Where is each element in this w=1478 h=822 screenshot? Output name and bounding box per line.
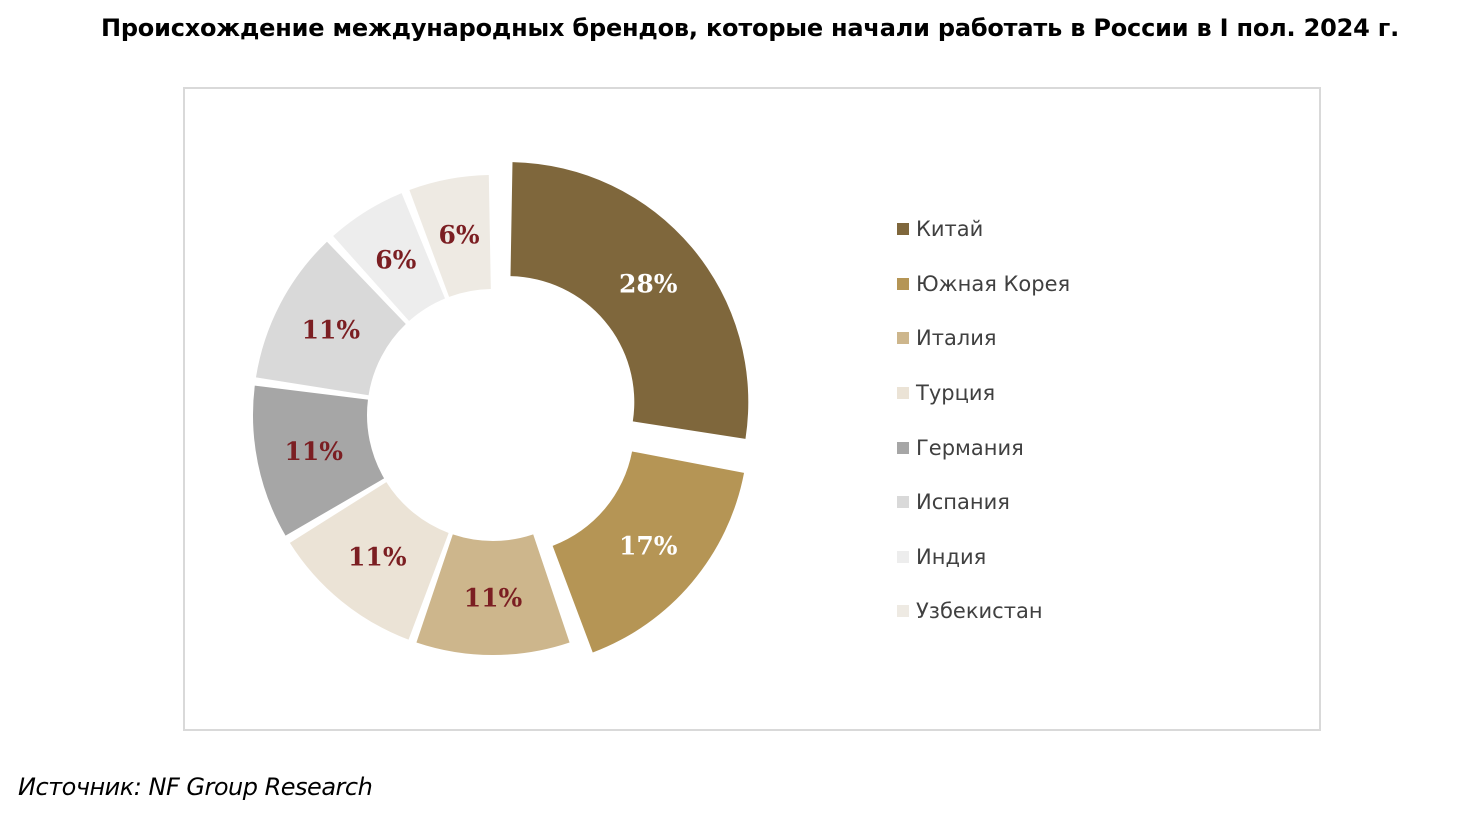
legend-swatch	[897, 223, 909, 236]
donut-slice-8	[409, 175, 491, 297]
legend-label: Узбекистан	[916, 599, 1043, 624]
donut-slice-3	[416, 534, 570, 655]
data-label-6: 11%	[302, 316, 361, 345]
legend-swatch	[897, 605, 909, 618]
legend-label: Китай	[916, 217, 984, 242]
legend-item-1: Китай	[897, 202, 1070, 257]
donut-slice-1	[510, 162, 749, 439]
data-label-1: 28%	[619, 270, 678, 299]
donut-slice-4	[289, 482, 449, 640]
legend-swatch	[897, 332, 909, 345]
legend-item-3: Италия	[897, 311, 1070, 366]
data-label-2: 17%	[619, 531, 678, 560]
legend: Китай Южная Корея Италия Турция Германия Испа…	[897, 202, 1070, 639]
legend-label: Индия	[916, 544, 987, 569]
data-labels: 28% 17% 11% 11% 11% 11% 6% 6%	[284, 221, 677, 613]
donut-slice-7	[333, 193, 446, 322]
data-label-8: 6%	[438, 221, 479, 250]
legend-item-5: Германия	[897, 420, 1070, 475]
legend-swatch	[897, 550, 909, 563]
donut-slice-2	[552, 451, 745, 653]
legend-swatch	[897, 387, 909, 400]
legend-item-4: Турция	[897, 366, 1070, 421]
source-note: Источник: NF Group Research	[18, 773, 373, 801]
legend-label: Турция	[916, 381, 996, 406]
data-label-5: 11%	[284, 437, 343, 466]
donut-slice-6	[255, 241, 406, 396]
legend-swatch	[897, 496, 909, 509]
legend-swatch	[897, 277, 909, 290]
legend-item-8: Узбекистан	[897, 584, 1070, 639]
legend-label: Испания	[916, 490, 1010, 515]
slices	[252, 162, 749, 655]
legend-label: Германия	[916, 435, 1024, 460]
data-label-4: 11%	[348, 542, 407, 571]
data-label-7: 6%	[375, 245, 416, 274]
legend-item-2: Южная Корея	[897, 257, 1070, 312]
legend-label: Южная Корея	[916, 271, 1071, 296]
legend-label: Италия	[916, 326, 997, 351]
legend-item-7: Индия	[897, 530, 1070, 585]
data-label-3: 11%	[464, 584, 523, 613]
chart-frame	[183, 87, 1321, 731]
legend-item-6: Испания	[897, 475, 1070, 530]
chart-title: Происхождение международных брендов, кот…	[100, 14, 1400, 42]
donut-slice-5	[252, 385, 385, 536]
legend-swatch	[897, 441, 909, 454]
